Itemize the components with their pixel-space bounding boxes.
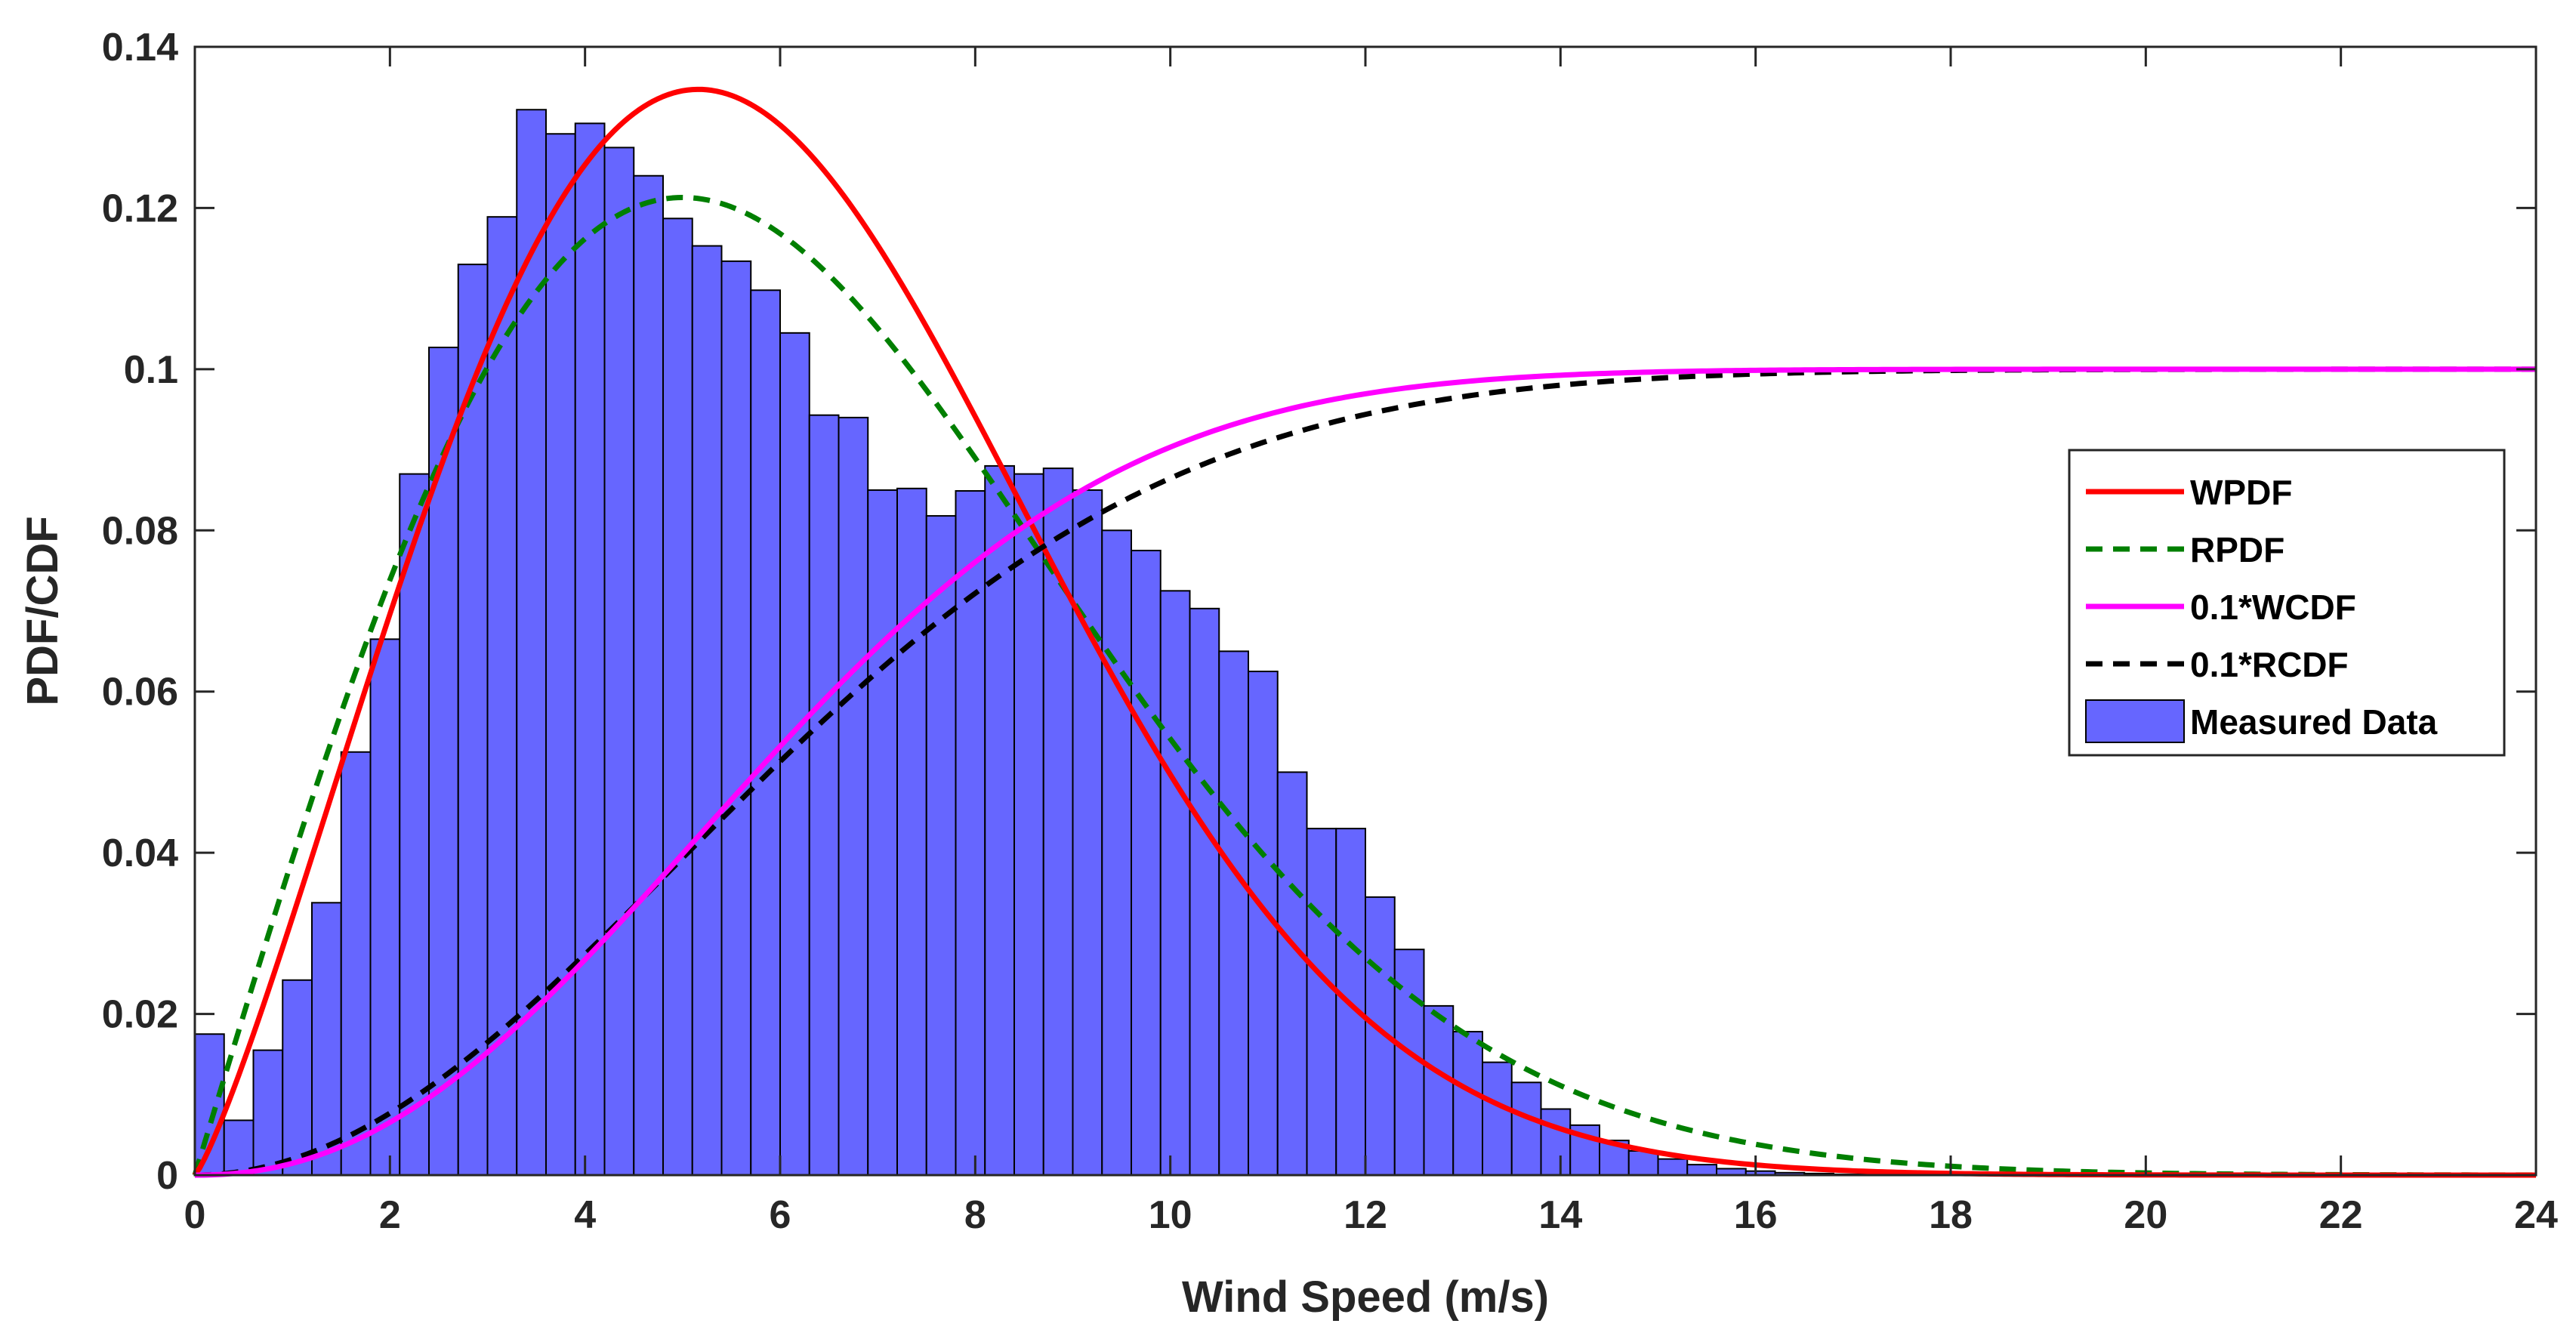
x-tick-label: 20 [2124,1193,2167,1237]
histogram-bar [808,414,840,1176]
histogram-bar [1131,549,1162,1176]
histogram-bar [691,245,723,1177]
histogram-bar [1452,1031,1483,1177]
histogram-bar [369,638,401,1176]
legend-label: 0.1*WCDF [2190,588,2356,627]
legend: WPDF RPDF 0.1*WCDF 0.1*RCDF Measured Data [2068,449,2506,757]
y-tick-label: 0.02 [102,993,178,1037]
legend-item-0-1-wcdf: 0.1*WCDF [2086,588,2356,627]
histogram-bar [1657,1158,1689,1177]
y-tick-label: 0 [156,1154,178,1198]
axis-ticks [193,45,2537,1177]
x-tick-labels: 0 2 4 6 8 10 12 14 16 18 20 22 24 [184,1193,2558,1237]
histogram-bar [1218,650,1249,1176]
legend-item-measured-data: Measured Data [2085,699,2438,743]
histogram-bar [1423,1004,1455,1177]
y-tick-label: 0.08 [102,509,178,553]
y-tick-label: 0.04 [102,831,178,875]
histogram-bar [1627,1149,1659,1176]
histogram-bar [545,133,576,1176]
histogram-bar [662,218,693,1176]
x-tick-label: 22 [2319,1193,2363,1237]
histogram-bar [896,487,927,1176]
histogram-bar [252,1049,284,1176]
legend-swatch [2085,699,2185,743]
histogram-bar [1482,1061,1513,1176]
x-tick-label: 0 [184,1193,206,1237]
legend-label: WPDF [2190,473,2292,512]
histogram-bar [223,1119,255,1177]
histogram-bar [457,264,489,1176]
x-axis-label: Wind Speed (m/s) [1182,1273,1549,1322]
histogram-bar [311,902,342,1177]
histogram-bar [574,122,606,1176]
histogram-bar [1159,590,1191,1176]
histogram-bar [340,751,372,1176]
histogram-bar [750,289,781,1176]
x-tick-label: 2 [379,1193,401,1237]
x-tick-label: 8 [964,1193,986,1237]
x-tick-label: 10 [1149,1193,1192,1237]
histogram-bar [838,416,869,1176]
histogram-bar [1306,828,1337,1176]
legend-item-0-1-rcdf: 0.1*RCDF [2086,645,2349,684]
x-tick-label: 4 [574,1193,596,1237]
y-tick-label: 0.1 [124,348,178,392]
legend-label: Measured Data [2190,702,2438,742]
histogram-bar [1510,1081,1542,1177]
histogram-bar [1013,473,1044,1176]
x-tick-label: 14 [1538,1193,1582,1237]
histogram-bar [1686,1164,1717,1177]
histogram-bar [1101,529,1132,1176]
y-tick-label: 0.12 [102,187,178,230]
histogram-bar [720,260,752,1176]
x-tick-label: 12 [1344,1193,1387,1237]
y-tick-label: 0.14 [102,26,178,69]
histogram-bar [867,489,898,1176]
legend-item-rpdf: RPDF [2086,530,2284,569]
y-axis-label: PDF/CDF [18,516,67,705]
histogram-bar [1540,1108,1572,1176]
legend-item-wpdf: WPDF [2086,473,2292,512]
histogram-bar [955,490,986,1176]
x-tick-label: 18 [1929,1193,1973,1237]
x-tick-label: 16 [1734,1193,1778,1237]
legend-label: 0.1*RCDF [2190,645,2349,684]
y-tick-label: 0.06 [102,671,178,714]
histogram-bar [1042,467,1074,1176]
histogram-bar [1276,771,1308,1176]
histogram-bar [633,174,664,1177]
histogram-bar [984,464,1015,1176]
histogram-bar [282,979,313,1176]
histogram-bar [1072,489,1103,1176]
series-line-0-1-wcdf [194,366,2536,1178]
histogram-bar [925,515,957,1176]
x-tick-label: 24 [2514,1193,2558,1237]
histogram-bar [1189,607,1220,1176]
y-tick-labels: 0 0.02 0.04 0.06 0.08 0.1 0.12 0.14 [102,26,178,1198]
histogram-bar [603,147,635,1176]
histogram-bar [399,473,430,1176]
x-tick-label: 6 [770,1193,791,1237]
legend-label: RPDF [2190,530,2284,569]
